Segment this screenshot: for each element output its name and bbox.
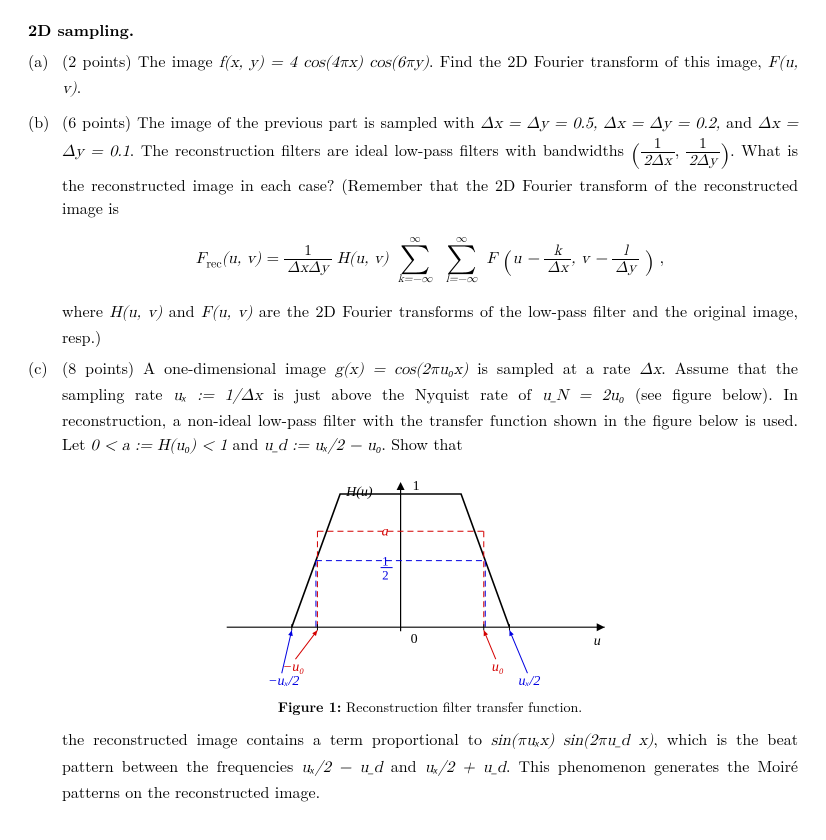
text: and — [162, 299, 201, 322]
inline-math: uₓ/2 + u_d — [425, 760, 506, 776]
svg-text:uₓ/2: uₓ/2 — [519, 674, 541, 686]
part-a-label: (a) — [28, 49, 62, 101]
part-c-points: (8 points) — [62, 356, 134, 379]
part-a: (a) (2 points) The image f(x, y) = 4 cos… — [28, 49, 798, 101]
inline-math: u_N = 2u₀ — [542, 388, 624, 404]
text: . Find the 2D Fourier transform of this … — [429, 49, 768, 72]
part-b-points: (6 points) — [62, 110, 131, 133]
part-c: (c) (8 points) A one-dimensional image g… — [28, 356, 798, 803]
inline-math: Δx — [639, 362, 661, 378]
text: and — [383, 754, 425, 777]
text: . The reconstruction filters are ideal l… — [130, 138, 631, 161]
text: A one-dimensional image — [143, 356, 335, 379]
svg-text:u₀: u₀ — [492, 660, 504, 675]
part-c-body: (8 points) A one-dimensional image g(x) … — [62, 356, 798, 803]
text: The image — [138, 49, 219, 72]
inline-math: F(u, v) — [201, 305, 252, 321]
text: is sampled at a rate — [468, 356, 639, 379]
svg-text:a: a — [382, 524, 389, 539]
svg-text:u: u — [594, 634, 601, 649]
svg-text:2: 2 — [382, 567, 389, 582]
figure-1: H(u)1a120u−u₀u₀−uₓ/2uₓ/2 Figure 1: Recon… — [62, 476, 798, 717]
svg-text:1: 1 — [382, 553, 389, 568]
svg-text:−u₀: −u₀ — [283, 660, 304, 675]
figure-caption: Figure 1: Reconstruction filter transfer… — [62, 697, 798, 717]
part-a-body: (2 points) The image f(x, y) = 4 cos(4πx… — [62, 49, 798, 101]
part-a-points: (2 points) — [62, 49, 132, 72]
inline-math: H(u, v) — [109, 305, 162, 321]
part-c-label: (c) — [28, 356, 62, 803]
text: . — [77, 75, 81, 98]
text: where — [62, 299, 109, 322]
inline-math: g(x) = cos(2πu₀x) — [335, 362, 468, 378]
inline-math: uₓ := 1/Δx — [173, 388, 262, 404]
filter-plot: H(u)1a120u−u₀u₀−uₓ/2uₓ/2 — [220, 476, 640, 686]
inline-math: f(x, y) = 4 cos(4πx) cos(6πy) — [219, 55, 429, 71]
part-b: (b) (6 points) The image of the previous… — [28, 110, 798, 349]
text: is just above the Nyquist rate of — [262, 382, 541, 405]
text: the reconstructed image contains a term … — [62, 727, 491, 750]
text: and — [726, 110, 758, 133]
inline-math: uₓ/2 − u_d — [301, 760, 382, 776]
svg-text:0: 0 — [411, 632, 418, 647]
svg-text:H(u): H(u) — [345, 485, 373, 500]
part-b-body: (6 points) The image of the previous par… — [62, 110, 798, 349]
text: . Show that — [381, 432, 462, 455]
text: and — [227, 432, 263, 455]
display-equation: Frec(u, v) = 1ΔxΔy H(u, v) ∞∑k=−∞ ∞∑l=−∞… — [62, 234, 798, 285]
inline-math: (12Δx, 12Δy) — [631, 144, 731, 160]
inline-math: 0 < a := H(u₀) < 1 — [91, 438, 228, 454]
text: The image of the previous part is sample… — [137, 110, 480, 133]
part-b-label: (b) — [28, 110, 62, 349]
figure-label: Figure 1: — [278, 697, 342, 717]
inline-math: sin(πuₓx) sin(2πu_d x) — [491, 733, 653, 749]
section-title: 2D sampling. — [28, 18, 798, 41]
figure-caption-text: Reconstruction filter transfer function. — [341, 697, 582, 717]
svg-text:1: 1 — [413, 479, 420, 494]
inline-math: Δx = Δy = 0.5, Δx = Δy = 0.2, — [480, 116, 720, 132]
inline-math: u_d := uₓ/2 − u₀ — [264, 438, 382, 454]
svg-text:−uₓ/2: −uₓ/2 — [268, 674, 299, 686]
